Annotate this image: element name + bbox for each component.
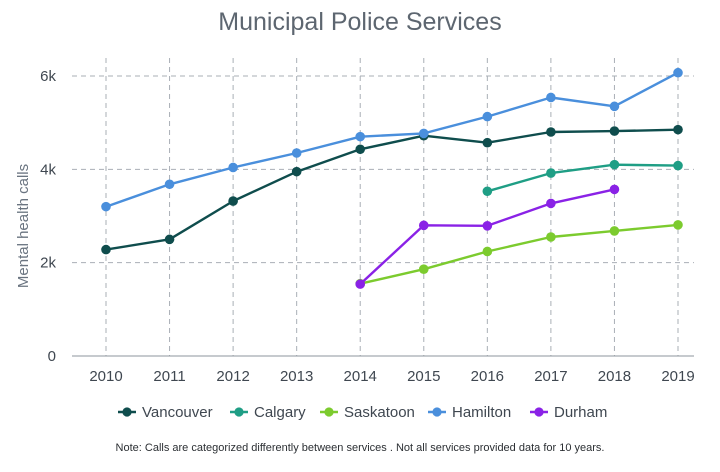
series-line-hamilton	[105, 71, 679, 208]
data-point-hamilton	[291, 148, 302, 158]
data-point-hamilton	[418, 128, 429, 139]
legend-label: Calgary	[254, 404, 306, 421]
data-point-vancouver	[164, 234, 175, 245]
x-tick-label: 2013	[280, 368, 313, 385]
data-point-saskatoon	[482, 246, 493, 257]
data-point-saskatoon	[418, 264, 429, 275]
series-line-vancouver	[105, 128, 679, 251]
x-axis-ticks: 2010 2011 2012 2013 2014 2015 2016 2017 2018 2019	[89, 368, 694, 385]
data-point-vancouver	[609, 126, 620, 136]
x-tick-label: 2011	[153, 368, 185, 385]
series-line-calgary	[486, 163, 679, 193]
data-point-vancouver	[101, 244, 111, 255]
series-layer	[101, 67, 683, 289]
legend-label: Vancouver	[142, 404, 213, 421]
x-tick-label: 2014	[344, 368, 377, 385]
data-point-vancouver	[546, 127, 556, 137]
y-tick-label: 4k	[40, 161, 56, 178]
legend-item-calgary: Calgary	[230, 404, 306, 421]
legend-swatch-dot	[432, 407, 442, 417]
legend-item-hamilton: Hamilton	[428, 404, 511, 421]
data-point-saskatoon	[546, 232, 556, 242]
data-point-hamilton	[546, 92, 556, 103]
data-point-calgary	[609, 159, 620, 170]
data-point-durham	[355, 279, 366, 289]
x-tick-label: 2018	[598, 368, 631, 385]
data-point-vancouver	[228, 196, 238, 206]
x-tick-label: 2016	[471, 368, 504, 385]
y-tick-label: 0	[48, 348, 56, 365]
legend-label: Saskatoon	[344, 404, 415, 421]
data-point-hamilton	[164, 179, 175, 190]
legend-label: Hamilton	[452, 404, 511, 421]
data-point-saskatoon	[673, 220, 683, 230]
legend-item-vancouver: Vancouver	[118, 404, 213, 421]
legend: Vancouver Calgary Saskatoon Hamilton Durham	[118, 404, 607, 421]
data-point-vancouver	[355, 144, 366, 155]
data-point-calgary	[673, 160, 683, 171]
legend-label: Durham	[554, 404, 607, 421]
data-point-durham	[418, 220, 429, 231]
x-tick-label: 2015	[407, 368, 440, 385]
x-tick-label: 2019	[661, 368, 694, 385]
data-point-hamilton	[355, 131, 366, 142]
y-axis-ticks: 0 2k 4k 6k	[40, 68, 56, 365]
x-tick-label: 2010	[89, 368, 122, 385]
data-point-hamilton	[101, 201, 111, 212]
y-tick-label: 6k	[40, 68, 56, 85]
data-point-hamilton	[482, 111, 493, 122]
y-tick-label: 2k	[40, 255, 56, 272]
data-point-durham	[609, 184, 620, 195]
data-point-calgary	[546, 168, 556, 178]
x-tick-label: 2012	[216, 368, 249, 385]
data-point-vancouver	[482, 137, 493, 148]
data-point-durham	[546, 198, 556, 209]
data-point-vancouver	[673, 124, 683, 135]
x-tick-label: 2017	[534, 368, 567, 385]
y-axis-label: Mental health calls	[15, 164, 32, 288]
series-line-saskatoon	[359, 223, 679, 285]
grid	[72, 58, 694, 356]
legend-item-durham: Durham	[530, 404, 607, 421]
data-point-vancouver	[291, 166, 302, 177]
data-point-durham	[482, 221, 493, 231]
data-point-hamilton	[673, 67, 683, 78]
legend-swatch-dot	[534, 407, 544, 417]
legend-swatch-dot	[234, 407, 244, 417]
data-point-hamilton	[609, 101, 620, 112]
legend-item-saskatoon: Saskatoon	[320, 404, 415, 421]
chart-note: Note: Calls are categorized differently …	[116, 442, 605, 454]
legend-swatch-dot	[122, 407, 132, 417]
data-point-saskatoon	[609, 226, 620, 236]
legend-swatch-dot	[324, 407, 334, 417]
chart-title: Municipal Police Services	[218, 8, 501, 36]
data-point-hamilton	[228, 162, 238, 173]
data-point-calgary	[482, 186, 493, 197]
